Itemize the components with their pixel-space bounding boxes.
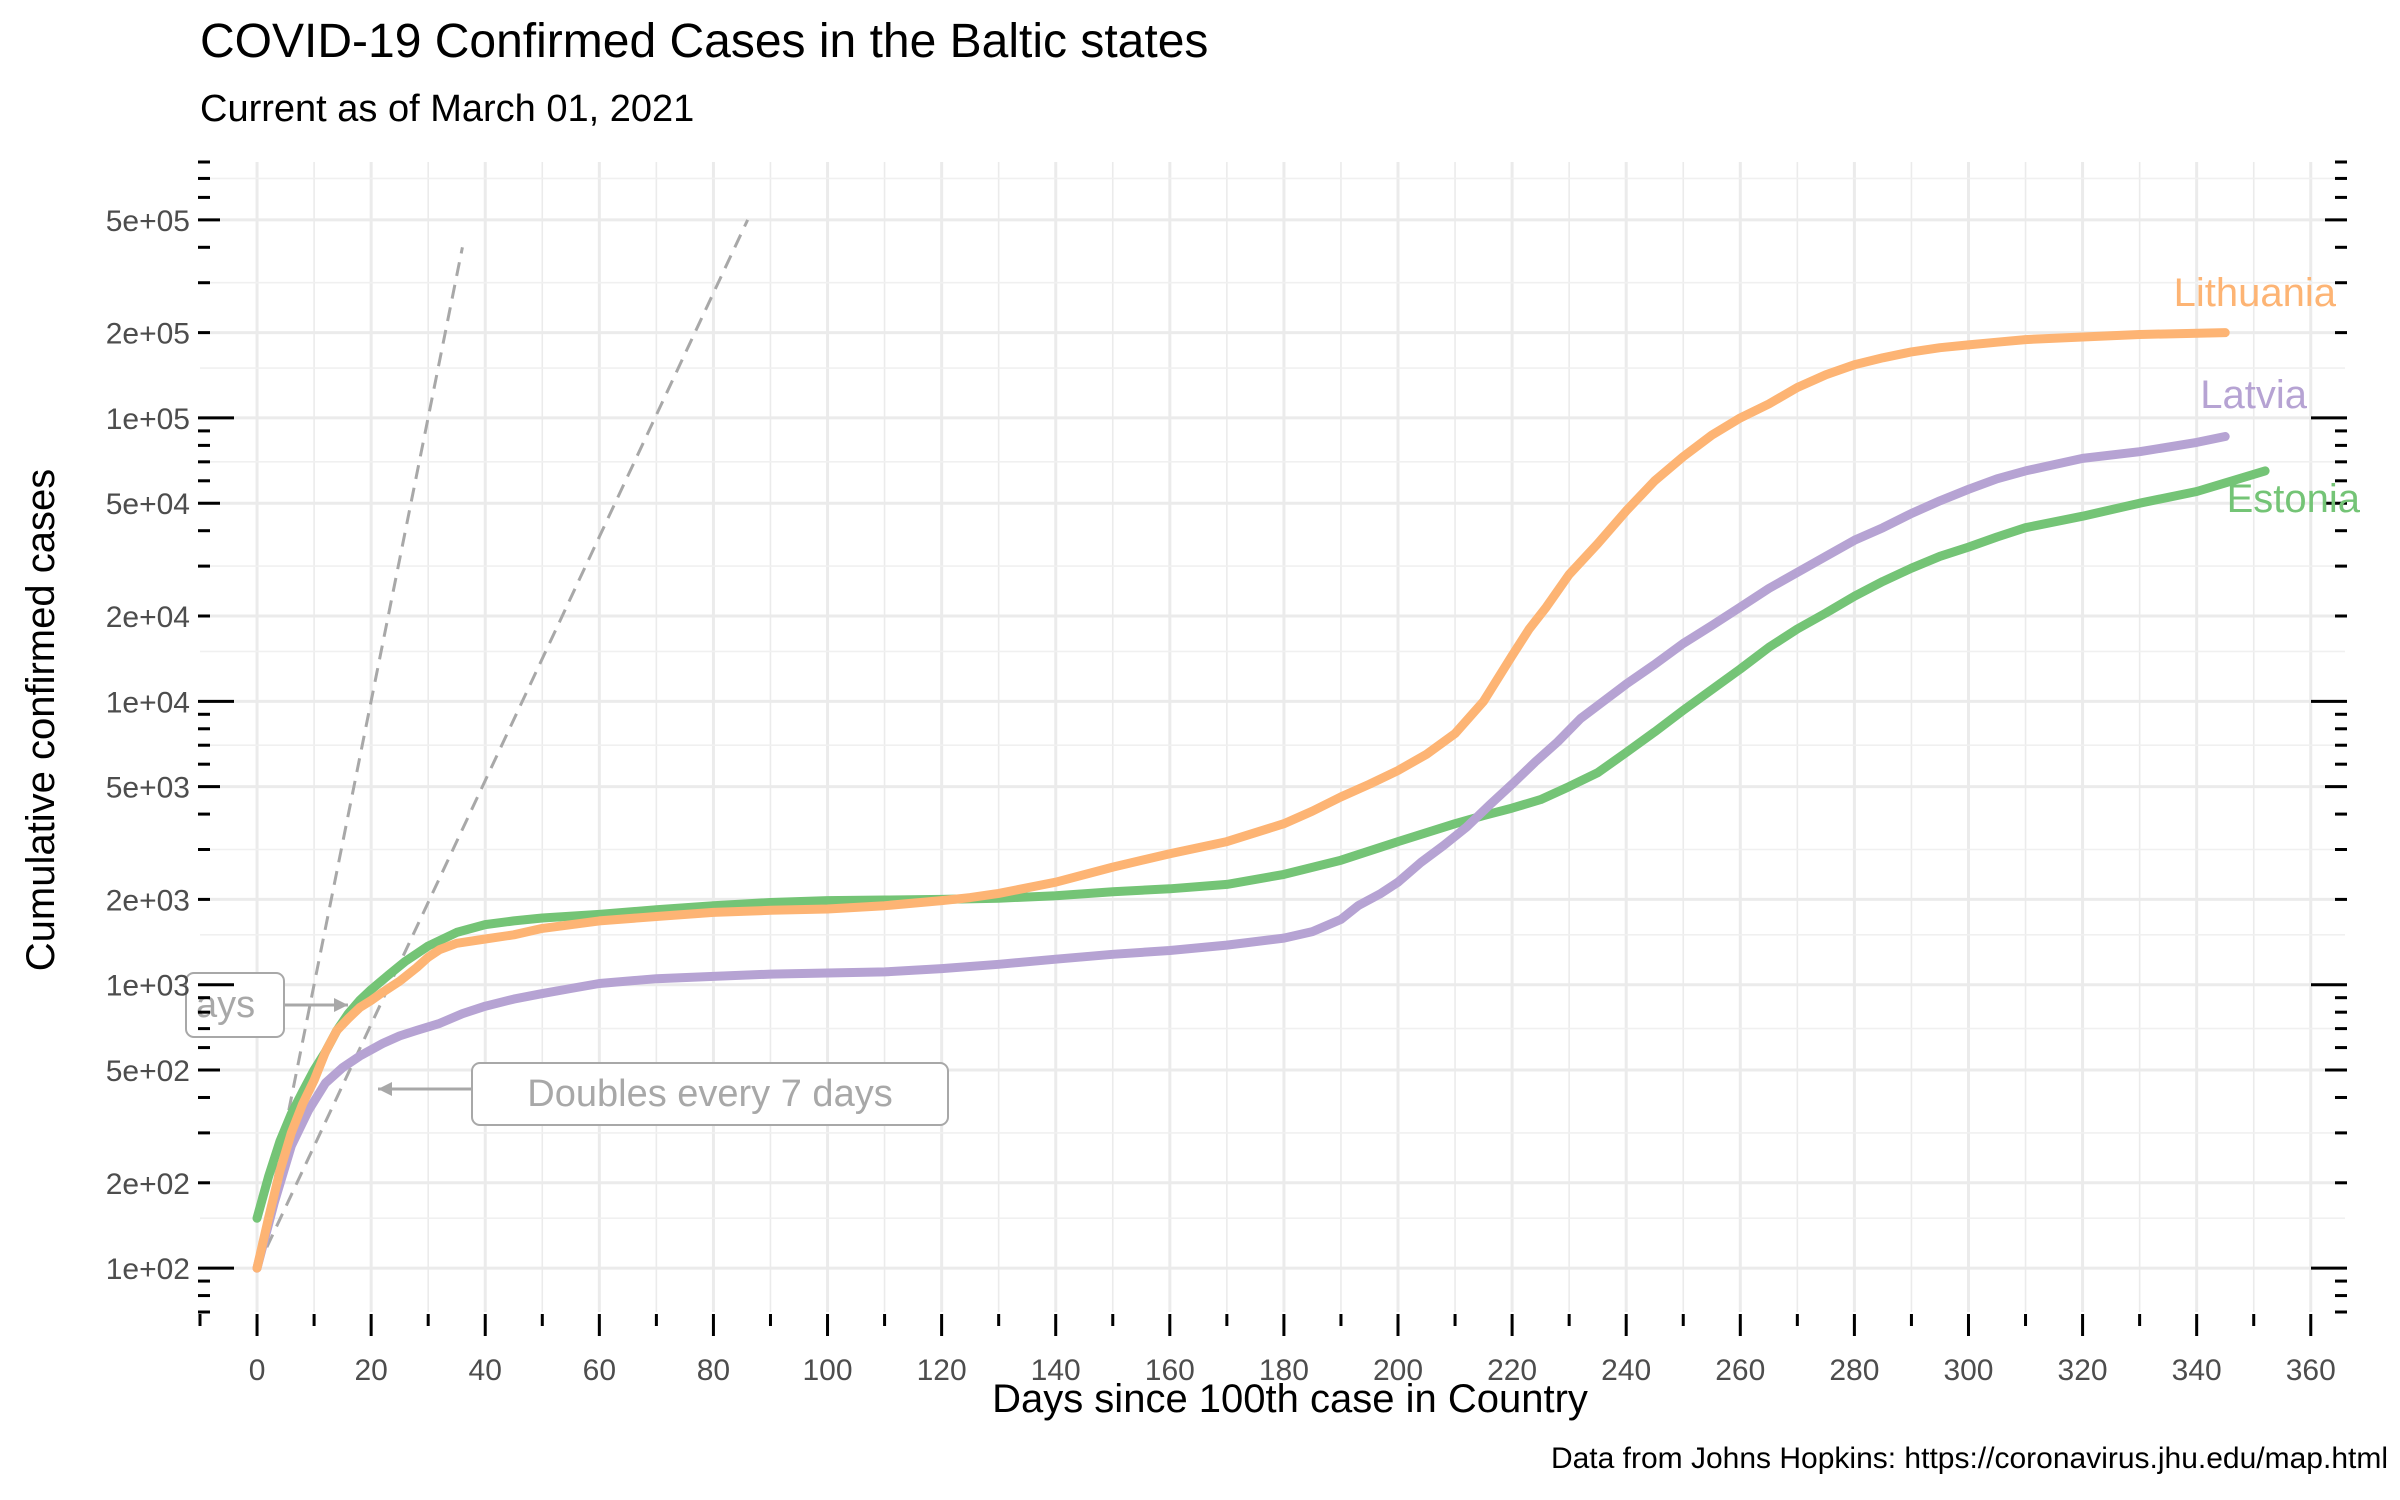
x-tick-label: 60 [583,1354,616,1387]
y-tick-label: 5e+05 [106,205,190,238]
series-label-latvia: Latvia [2200,373,2307,417]
grid [200,162,2345,1312]
guide-label-3-days: ays [196,984,255,1026]
x-tick-label: 280 [1829,1354,1879,1387]
y-tick-label: 2e+02 [106,1168,190,1201]
y-tick-label: 2e+03 [106,884,190,917]
chart-subtitle: Current as of March 01, 2021 [200,88,695,130]
x-tick-label: 80 [697,1354,730,1387]
y-tick-label: 2e+04 [106,601,190,634]
y-axis-title: Cumulative confirmed cases [19,469,63,971]
series-line-latvia [252,432,2230,1273]
chart-title: COVID-19 Confirmed Cases in the Baltic s… [200,15,1209,68]
y-tick-label: 2e+05 [106,318,190,351]
y-tick-label: 5e+04 [106,488,190,521]
x-tick-label: 20 [354,1354,387,1387]
x-tick-label: 360 [2286,1354,2336,1387]
guide-label-box [471,1062,949,1126]
y-tick-label: 1e+05 [106,403,190,436]
x-tick-label: 240 [1601,1354,1651,1387]
series-label-lithuania: Lithuania [2174,271,2337,315]
y-tick-label: 1e+03 [106,970,190,1003]
series-label-estonia: Estonia [2227,477,2361,521]
x-tick-label: 220 [1487,1354,1537,1387]
x-tick-label: 300 [1943,1354,1993,1387]
doubling-guides [255,219,750,1269]
y-tick-label: 1e+02 [106,1253,190,1286]
x-tick-label: 180 [1259,1354,1309,1387]
guide-label-7-days: Doubles every 7 days [527,1073,892,1115]
series-labels: Lithuania Latvia Estonia [2174,271,2361,521]
x-tick-label: 160 [1145,1354,1195,1387]
data-source-caption: Data from Johns Hopkins: https://coronav… [1550,1442,2388,1475]
series-line-estonia [252,466,2270,1223]
x-tick-label: 200 [1373,1354,1423,1387]
x-axis-title: Days since 100th case in Country [992,1377,1588,1421]
y-tick-label: 5e+02 [106,1055,190,1088]
series-lines [252,328,2270,1273]
x-tick-label: 40 [469,1354,502,1387]
x-tick-label: 0 [249,1354,266,1387]
y-tick-label: 1e+04 [106,686,190,719]
annotations: ays Doubles every 7 days [185,972,949,1126]
x-tick-label: 320 [2058,1354,2108,1387]
x-tick-label: 120 [917,1354,967,1387]
doubling-guide-line [255,247,464,1269]
doubling-guide-line [255,219,750,1269]
axis-ticks: 0 20 40 60 80 100 120 140 160 180 200 220 240 260 280 3… [106,160,2347,1387]
guide-arrow-head [334,998,348,1012]
series-line-lithuania [252,328,2230,1273]
x-tick-label: 340 [2172,1354,2222,1387]
y-tick-label: 5e+03 [106,772,190,805]
x-tick-label: 100 [802,1354,852,1387]
x-tick-label: 140 [1031,1354,1081,1387]
guide-arrow-head [378,1082,392,1096]
x-tick-label: 260 [1715,1354,1765,1387]
